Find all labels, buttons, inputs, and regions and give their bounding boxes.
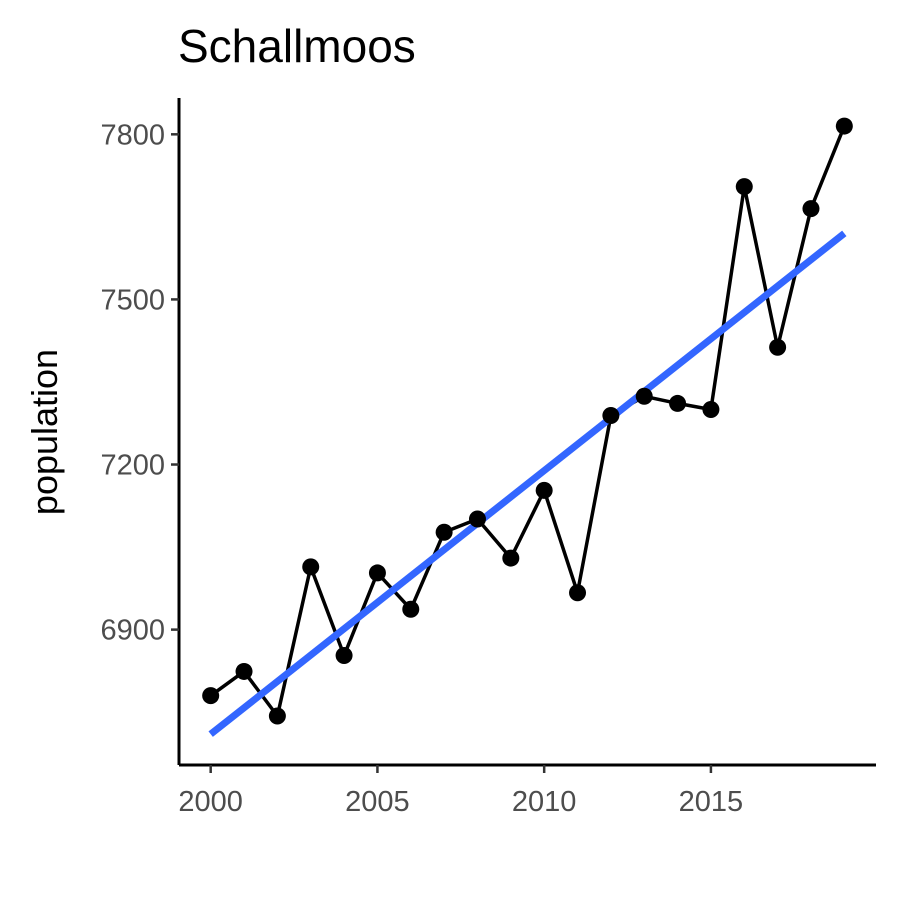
data-point: [202, 687, 220, 705]
data-point: [535, 481, 553, 499]
data-point: [235, 662, 253, 680]
data-point: [468, 510, 486, 528]
data-point: [769, 338, 787, 356]
data-point: [435, 523, 453, 541]
plot-area: 6900 7200 7500 7800 2000 2005 2010 2015: [100, 98, 876, 818]
series-line: [209, 125, 846, 718]
data-point: [402, 600, 420, 618]
x-tick-label: 2000: [178, 786, 243, 818]
x-tick-label: 2010: [512, 786, 577, 818]
trend-line: [208, 230, 847, 737]
data-point: [368, 564, 386, 582]
y-tick-label: 6900: [100, 615, 165, 647]
data-point: [735, 178, 753, 196]
data-point: [602, 407, 620, 425]
data-point: [502, 549, 520, 567]
x-tick-label: 2015: [679, 786, 744, 818]
data-point: [835, 117, 853, 135]
y-tick-label: 7200: [100, 450, 165, 482]
data-point: [302, 558, 320, 576]
data-point: [802, 200, 820, 218]
y-tick-label: 7800: [100, 119, 165, 151]
data-point: [569, 584, 587, 602]
y-axis-title: population: [24, 349, 65, 515]
data-point: [268, 707, 286, 725]
chart-title: Schallmoos: [178, 20, 416, 72]
data-point: [335, 646, 353, 664]
data-point: [702, 400, 720, 418]
data-point: [669, 394, 687, 412]
x-tick-label: 2005: [345, 786, 410, 818]
data-point: [635, 387, 653, 405]
y-tick-label: 7500: [100, 284, 165, 316]
